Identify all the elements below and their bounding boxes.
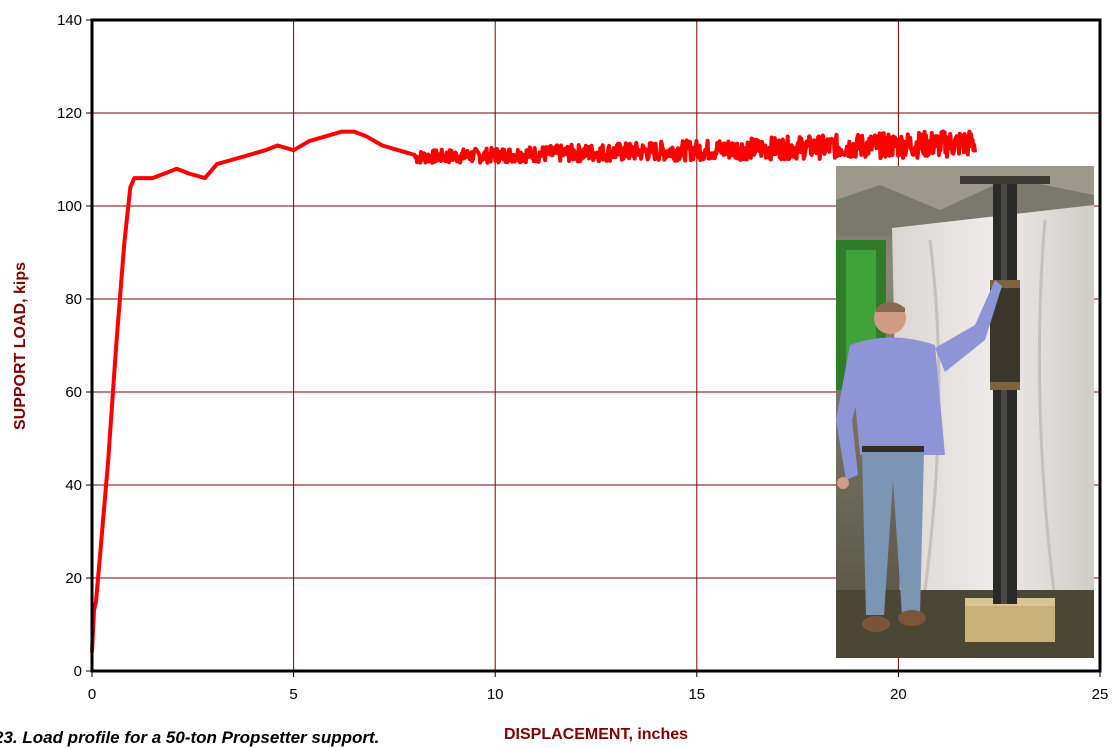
plot-frame xyxy=(90,18,1102,673)
x-tick-label: 10 xyxy=(487,686,504,703)
x-tick-label: 25 xyxy=(1092,686,1109,703)
y-tick-label: 0 xyxy=(74,663,82,680)
y-tick-labels: 0 20 40 60 80 100 120 140 xyxy=(57,12,92,680)
x-tick-label: 15 xyxy=(688,686,705,703)
figure-caption: 23. Load profile for a 50-ton Propsetter… xyxy=(0,728,380,747)
y-tick-label: 40 xyxy=(65,477,82,494)
inset-photo xyxy=(836,166,1094,658)
load-series-line xyxy=(90,129,977,653)
y-tick-label: 100 xyxy=(57,198,82,215)
x-axis-label: DISPLACEMENT, inches xyxy=(504,726,688,743)
y-tick-label: 140 xyxy=(57,12,82,29)
y-tick-label: 120 xyxy=(57,105,82,122)
x-tick-label: 0 xyxy=(88,686,96,703)
series-group xyxy=(90,129,977,653)
x-tick-labels: 0 5 10 15 20 25 xyxy=(88,671,1109,703)
y-tick-label: 60 xyxy=(65,384,82,401)
x-tick-label: 5 xyxy=(289,686,297,703)
y-tick-label: 20 xyxy=(65,570,82,587)
x-tick-label: 20 xyxy=(890,686,907,703)
y-tick-label: 80 xyxy=(65,291,82,308)
y-axis-label: SUPPORT LOAD, kips xyxy=(12,262,29,430)
